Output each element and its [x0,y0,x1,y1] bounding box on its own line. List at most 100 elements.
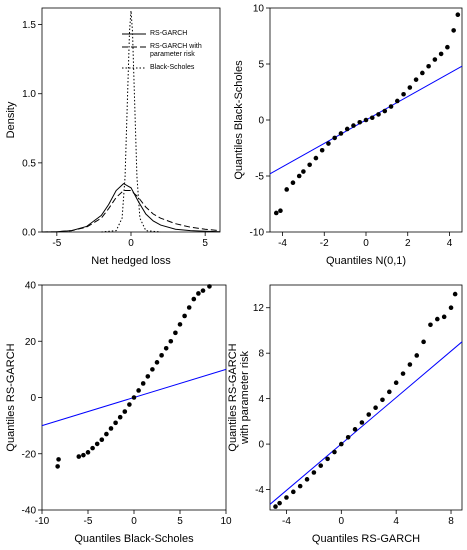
y-tick-label: 0 [258,440,264,451]
point [304,477,310,482]
point [452,291,458,297]
point [401,91,406,97]
point [426,63,431,69]
point [55,464,60,469]
point [273,210,279,216]
point [338,131,344,136]
point [56,457,61,462]
point [104,431,109,437]
y-axis-title: Quantiles Black-Scholes [233,60,245,180]
point [407,85,413,90]
point [414,353,420,358]
point [163,345,169,351]
point [344,126,350,132]
point [290,180,296,186]
y-axis-title: Quantiles RS-GARCH [5,343,17,451]
point [432,57,438,62]
point [154,360,160,365]
x-tick-label: -5 [84,516,93,527]
point [395,98,400,104]
legend-item: RS-GARCH [122,30,212,38]
point [297,483,303,489]
point [76,454,82,459]
point [307,162,312,168]
point [311,470,317,475]
point [407,362,413,367]
y-tick-label: 1.5 [22,20,36,31]
point [339,441,344,447]
point [277,500,282,506]
point [332,449,337,455]
point [90,445,95,451]
y-axis-title: Density [5,101,17,138]
point [136,388,141,393]
x-axis-title: Net hedged loss [91,255,171,267]
point [150,367,155,372]
y-tick-label: 40 [25,281,37,292]
point [140,381,146,386]
point [313,155,319,161]
point [284,495,289,500]
point [359,420,365,425]
point [145,374,151,379]
y-tick-label: 1.0 [22,89,36,100]
point [369,115,375,121]
point [455,12,461,18]
point [196,291,201,296]
point [127,402,132,407]
point [200,288,206,293]
y-tick-label: 20 [25,337,37,348]
x-tick-label: 0 [363,238,369,249]
point [382,108,388,114]
x-tick-label: -2 [320,238,329,249]
point [301,169,306,174]
point [366,412,372,417]
x-tick-label: 0 [131,516,137,527]
point [207,284,212,289]
point [345,434,351,440]
y-tick-label: -10 [250,228,265,239]
point [159,353,164,358]
y-tick-label: 8 [258,349,264,360]
y-tick-label: 4 [258,394,264,405]
y-tick-label: 5 [258,60,264,71]
point [182,313,187,319]
point [186,305,192,310]
point [373,405,378,411]
x-tick-label: 5 [177,516,183,527]
y-tick-label: 12 [253,303,265,314]
point [448,305,454,311]
y-tick-label: 0.0 [22,228,36,239]
x-tick-label: 5 [202,238,208,249]
point [94,441,100,447]
point [438,51,444,57]
point [326,141,331,146]
point [122,409,128,414]
x-tick-label: 4 [447,238,453,249]
point [85,450,91,455]
x-tick-label: 2 [405,238,411,249]
legend-item: Black-Scholes [122,64,212,72]
legend-label: RS-GARCH with parameter risk [150,43,202,58]
point [99,437,105,442]
legend-item: RS-GARCH with parameter risk [122,43,212,59]
point [131,395,137,400]
density-line [41,182,221,233]
point [332,135,337,141]
y-axis-title: Quantiles RS-GARCH [227,343,239,451]
density-line [41,190,221,233]
point [380,397,385,403]
point [376,112,381,117]
y-tick-label: -5 [255,172,264,183]
point [168,338,174,344]
x-tick-label: 0 [339,516,345,527]
point [428,322,433,328]
x-tick-label: -10 [35,516,50,527]
reference-line [269,341,463,505]
point [177,322,183,327]
point [352,427,358,432]
legend-swatch [122,33,146,35]
point [113,420,118,426]
